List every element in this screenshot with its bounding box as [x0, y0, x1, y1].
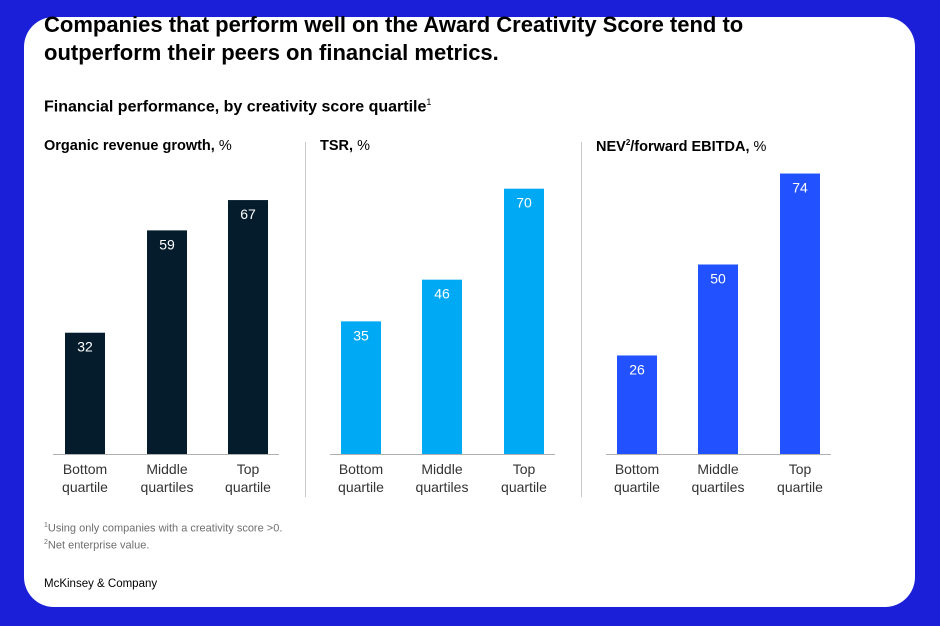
subtitle-text: Financial performance, by creativity sco…: [44, 98, 427, 116]
category-label: Middle: [421, 461, 462, 477]
panel-title-nev-footnote-mark: 2: [625, 138, 631, 147]
panel-title-revenue: Organic revenue growth, %: [44, 138, 232, 154]
panel-unit-tsr: %: [357, 138, 370, 154]
category-label: Top: [513, 461, 536, 477]
footnote-mark: 2: [44, 538, 48, 546]
footnote-1: 1Using only companies with a creativity …: [44, 519, 282, 536]
footnote-mark: 1: [44, 522, 48, 529]
bar-value-label: 70: [516, 195, 532, 211]
panel-unit-revenue: %: [218, 138, 232, 154]
panel-unit-nev: %: [753, 138, 767, 155]
category-label: quartile: [501, 479, 547, 495]
category-label: quartile: [225, 479, 271, 495]
category-label: quartile: [777, 479, 823, 495]
footnote-text: Net enterprise value.: [47, 539, 150, 552]
source-logo-text: McKinsey & Company: [44, 578, 158, 590]
panel-title-nev: NEV2/forward EBITDA, %: [596, 138, 766, 155]
chart-card: Companies that perform well on the Award…: [24, 12, 915, 607]
panel-title-nev-suffix: /forward EBITDA,: [630, 138, 750, 155]
bar-value-label: 35: [353, 327, 369, 343]
category-label: Bottom: [339, 461, 383, 477]
panel-title-tsr-text: TSR,: [320, 138, 354, 154]
bar: [422, 279, 462, 454]
bar: [341, 321, 381, 454]
footnote-2: 2Net enterprise value.: [44, 536, 282, 553]
category-label: quartile: [614, 479, 660, 495]
panel-title-revenue-text: Organic revenue growth,: [44, 138, 215, 154]
panel-title-nev-text: NEV: [596, 138, 626, 155]
bar-charts: 32 Bottom quartile 59 Middle quartiles 67 Top qu…: [53, 173, 831, 495]
bar-value-label: 32: [77, 339, 93, 355]
category-label: quartiles: [416, 479, 469, 495]
bar-value-label: 50: [710, 271, 726, 287]
panel-divider: [581, 142, 582, 497]
category-label: quartile: [338, 479, 384, 495]
footnote-text: Using only companies with a creativity s…: [47, 522, 283, 535]
bar-value-label: 59: [159, 236, 175, 252]
panel-divider: [305, 142, 306, 497]
category-label: Top: [789, 461, 812, 477]
bar-value-label: 26: [629, 361, 645, 377]
chart-title: Companies that perform well on the Award…: [44, 12, 744, 65]
category-label: quartiles: [692, 479, 745, 495]
category-label: quartile: [62, 479, 108, 495]
category-label: Bottom: [615, 461, 659, 477]
bar: [698, 264, 738, 454]
category-label: quartiles: [141, 479, 194, 495]
chart-subtitle: Financial performance, by creativity sco…: [44, 97, 431, 116]
category-label: Top: [237, 461, 260, 477]
bar: [65, 332, 105, 454]
bar: [147, 230, 187, 454]
subtitle-footnote-mark: 1: [426, 97, 432, 107]
bar: [617, 355, 657, 454]
bar-value-label: 46: [434, 286, 450, 302]
footnotes: 1Using only companies with a creativity …: [44, 519, 282, 552]
panel-title-tsr: TSR, %: [320, 138, 370, 154]
bar: [228, 200, 268, 454]
bar: [780, 173, 820, 455]
category-label: Bottom: [63, 461, 107, 477]
bar-value-label: 67: [240, 206, 256, 222]
category-label: Middle: [697, 461, 738, 477]
bar-value-label: 74: [792, 180, 808, 196]
category-label: Middle: [146, 461, 187, 477]
bar: [504, 188, 544, 454]
